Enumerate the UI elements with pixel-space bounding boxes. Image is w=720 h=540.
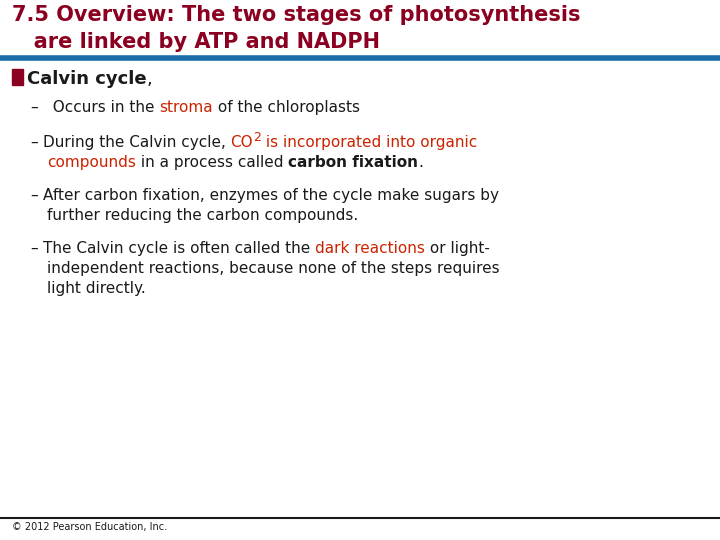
Text: is incorporated into organic: is incorporated into organic	[261, 135, 477, 150]
Text: Occurs in the: Occurs in the	[42, 100, 159, 115]
Text: During the Calvin cycle,: During the Calvin cycle,	[42, 135, 230, 150]
Text: –: –	[30, 135, 37, 150]
Text: .: .	[418, 155, 423, 170]
Text: CO: CO	[230, 135, 253, 150]
Text: or light-: or light-	[425, 241, 490, 256]
Text: of the chloroplasts: of the chloroplasts	[212, 100, 359, 115]
Text: –: –	[30, 100, 37, 115]
Bar	[12, 69, 23, 85]
Text: further reducing the carbon compounds.: further reducing the carbon compounds.	[47, 208, 359, 223]
Text: are linked by ATP and NADPH: are linked by ATP and NADPH	[12, 32, 380, 52]
Text: in a process called: in a process called	[136, 155, 288, 170]
Text: –: –	[30, 241, 37, 256]
Text: –: –	[30, 188, 37, 203]
Text: independent reactions, because none of the steps requires: independent reactions, because none of t…	[47, 261, 500, 276]
Text: 2: 2	[253, 131, 261, 144]
Text: 7.5 Overview: The two stages of photosynthesis: 7.5 Overview: The two stages of photosyn…	[12, 5, 580, 25]
Text: dark reactions: dark reactions	[315, 241, 425, 256]
Text: ,: ,	[147, 70, 153, 88]
Text: light directly.: light directly.	[47, 281, 145, 296]
Text: After carbon fixation, enzymes of the cycle make sugars by: After carbon fixation, enzymes of the cy…	[42, 188, 499, 203]
Text: stroma: stroma	[159, 100, 212, 115]
Text: Calvin cycle: Calvin cycle	[27, 70, 147, 88]
Text: The Calvin cycle is often called the: The Calvin cycle is often called the	[42, 241, 315, 256]
Text: carbon fixation: carbon fixation	[288, 155, 418, 170]
Text: compounds: compounds	[47, 155, 136, 170]
Text: © 2012 Pearson Education, Inc.: © 2012 Pearson Education, Inc.	[12, 522, 167, 532]
